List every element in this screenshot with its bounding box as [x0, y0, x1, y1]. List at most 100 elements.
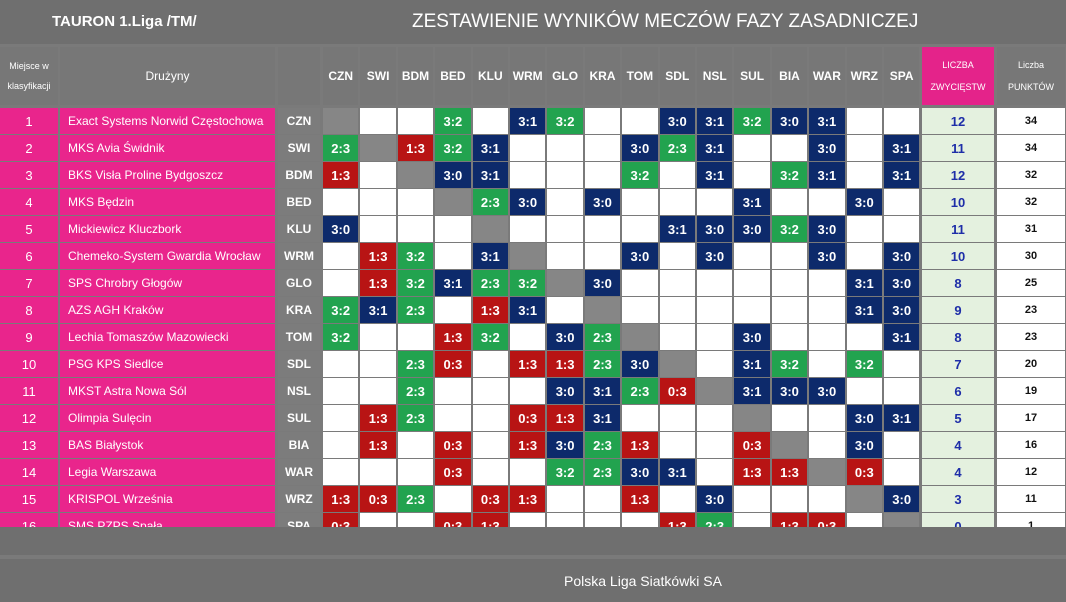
result-cell: 3:0 [771, 378, 808, 404]
result-cell: 3:0 [809, 216, 845, 242]
result-cell: 3:0 [846, 432, 882, 458]
team-code: TOM [278, 324, 320, 350]
points-count: 19 [997, 378, 1065, 404]
result-cell: 1:3 [435, 324, 471, 350]
result-cell [323, 378, 359, 404]
place-number: 12 [0, 405, 58, 431]
result-cell: 1:3 [734, 459, 770, 485]
result-cell [884, 432, 920, 458]
wins-count: 12 [922, 108, 994, 134]
result-cell [771, 297, 808, 323]
result-cell: 3:1 [846, 270, 882, 296]
self-match-cell [622, 324, 658, 350]
result-cell [846, 135, 882, 161]
col-header-spa: SPA [884, 47, 920, 105]
result-cell [697, 459, 733, 485]
result-cell: 3:1 [472, 135, 508, 161]
result-cell: 3:2 [435, 108, 471, 134]
team-name: MKS Będzin [60, 189, 275, 215]
points-count: 20 [997, 351, 1065, 377]
col-header-czn: CZN [323, 47, 359, 105]
result-cell: 3:1 [734, 189, 770, 215]
result-cell [697, 324, 733, 350]
result-cell [884, 351, 920, 377]
result-cell [622, 216, 658, 242]
points-count: 30 [997, 243, 1065, 269]
result-cell: 1:3 [323, 162, 359, 188]
wins-count: 8 [922, 324, 994, 350]
result-cell [771, 135, 808, 161]
result-cell [472, 108, 508, 134]
result-cell [846, 324, 882, 350]
result-cell [697, 432, 733, 458]
result-cell: 3:2 [472, 324, 508, 350]
result-cell: 2:3 [622, 378, 658, 404]
result-cell [846, 216, 882, 242]
team-name: BAS Białystok [60, 432, 275, 458]
place-number: 3 [0, 162, 58, 188]
team-code: SUL [278, 405, 320, 431]
place-header-line2: klasyfikacji [7, 81, 51, 91]
result-cell [435, 378, 471, 404]
result-cell: 1:3 [323, 486, 359, 512]
result-cell [734, 162, 770, 188]
team-name: BKS Visła Proline Bydgoszcz [60, 162, 275, 188]
result-cell: 3:1 [360, 297, 396, 323]
team-code: KRA [278, 297, 320, 323]
self-match-cell [846, 486, 882, 512]
page-title: ZESTAWIENIE WYNIKÓW MECZÓW FAZY ZASADNIC… [412, 11, 919, 32]
result-cell [659, 189, 695, 215]
result-cell [360, 378, 396, 404]
result-cell [360, 189, 396, 215]
team-name: Mickiewicz Kluczbork [60, 216, 275, 242]
wins-count: 12 [922, 162, 994, 188]
result-cell: 3:2 [397, 270, 434, 296]
self-match-cell [584, 297, 621, 323]
result-cell [659, 243, 695, 269]
points-count: 12 [997, 459, 1065, 485]
result-cell [584, 108, 621, 134]
result-cell [734, 243, 770, 269]
wins-header: LICZBA ZWYCIĘSTW [922, 47, 994, 105]
team-code: WRZ [278, 486, 320, 512]
team-code: BDM [278, 162, 320, 188]
result-cell [697, 189, 733, 215]
result-cell: 3:0 [547, 378, 583, 404]
result-cell: 3:0 [323, 216, 359, 242]
points-header: Liczba PUNKTÓW [997, 47, 1065, 105]
self-match-cell [659, 351, 695, 377]
self-match-cell [472, 216, 508, 242]
result-cell: 3:0 [809, 378, 845, 404]
wins-header-line2: ZWYCIĘSTW [930, 82, 986, 92]
self-match-cell [809, 459, 845, 485]
result-cell [547, 135, 583, 161]
self-match-cell [510, 243, 546, 269]
col-header-bdm: BDM [397, 47, 434, 105]
self-match-cell [697, 378, 733, 404]
result-cell [584, 486, 621, 512]
result-cell: 3:0 [435, 162, 471, 188]
col-header-wrm: WRM [510, 47, 546, 105]
result-cell [397, 432, 434, 458]
result-cell [884, 108, 920, 134]
result-cell: 3:0 [547, 432, 583, 458]
result-cell [697, 270, 733, 296]
result-cell [472, 432, 508, 458]
result-cell: 3:1 [435, 270, 471, 296]
result-cell [622, 405, 658, 431]
result-cell: 3:2 [547, 108, 583, 134]
result-cell [622, 297, 658, 323]
col-header-nsl: NSL [697, 47, 733, 105]
result-cell: 3:0 [734, 216, 770, 242]
result-cell [884, 378, 920, 404]
result-cell: 3:0 [734, 324, 770, 350]
team-name: Legia Warszawa [60, 459, 275, 485]
result-cell [697, 405, 733, 431]
result-cell: 3:2 [323, 324, 359, 350]
wins-count: 4 [922, 432, 994, 458]
result-cell: 3:0 [846, 189, 882, 215]
result-cell [360, 216, 396, 242]
result-cell [397, 324, 434, 350]
result-cell [435, 216, 471, 242]
result-cell: 2:3 [472, 189, 508, 215]
